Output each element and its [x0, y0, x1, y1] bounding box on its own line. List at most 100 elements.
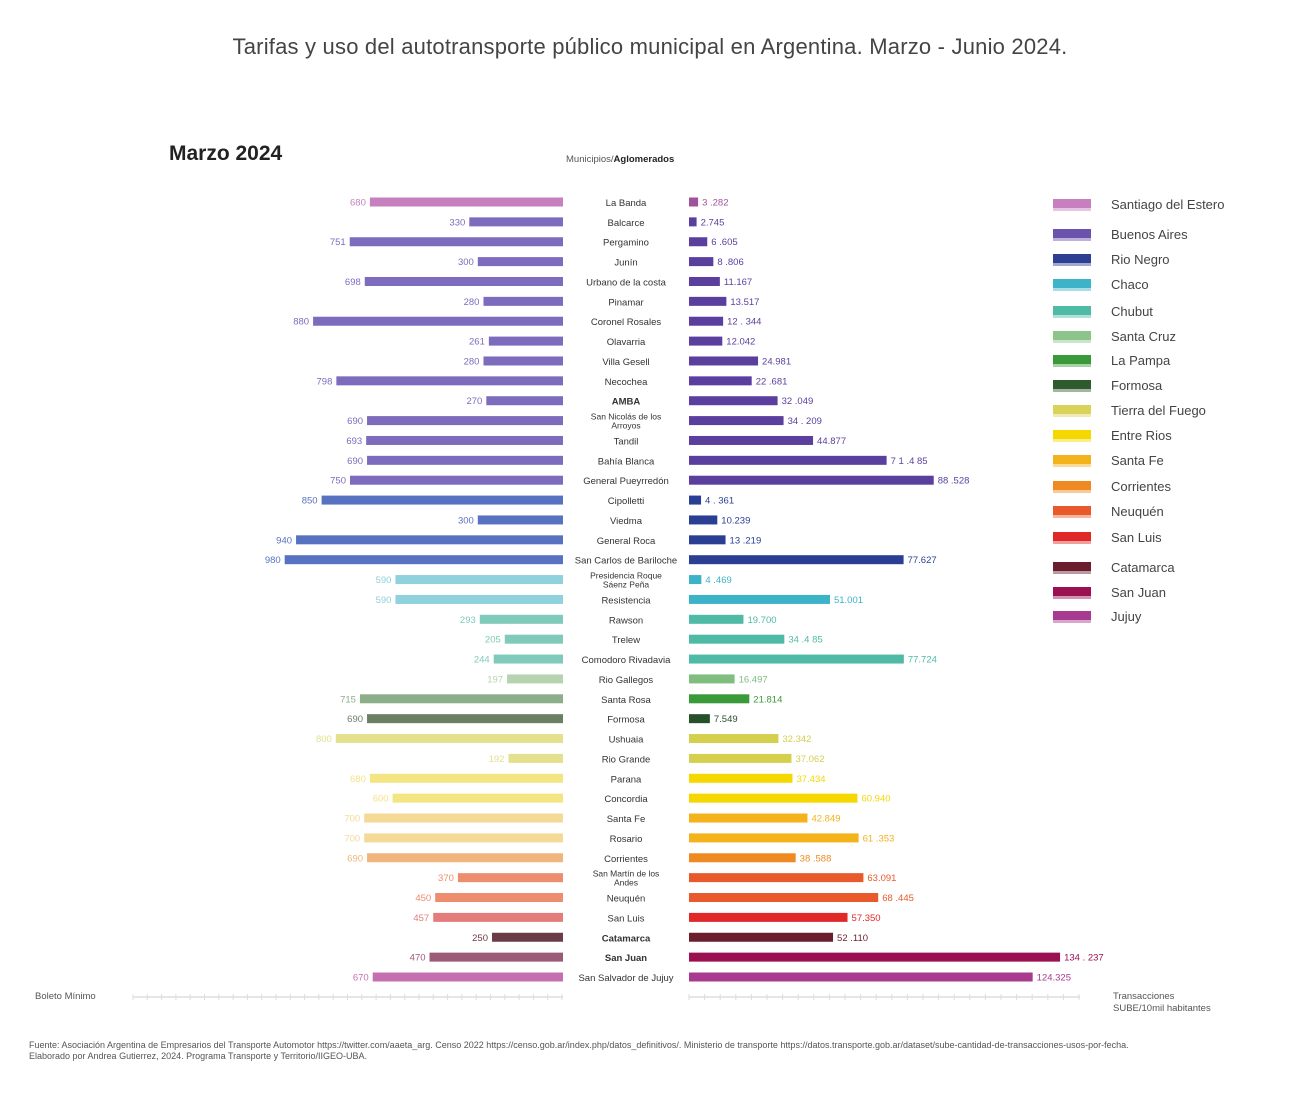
transacciones-bar: [689, 932, 834, 942]
tarifa-label: 590: [376, 595, 392, 606]
tarifa-bar: [364, 813, 563, 823]
tarifa-label: 192: [489, 754, 505, 765]
legend-item: Catamarca: [1053, 559, 1293, 579]
tarifa-bar: [469, 217, 563, 227]
tarifa-label: 715: [340, 694, 356, 705]
municipio-label: Necochea: [605, 377, 648, 388]
legend-label: Santiago del Estero: [1111, 197, 1225, 212]
municipio-label: Ushuaia: [609, 735, 645, 746]
municipio-label: Santa Rosa: [601, 695, 651, 706]
legend-swatch: [1053, 506, 1091, 518]
tarifa-label: 330: [449, 217, 465, 228]
tarifa-label: 261: [469, 337, 485, 348]
tarifa-label: 750: [330, 476, 346, 487]
transacciones-bar: [689, 217, 697, 227]
municipio-label: San Salvador de Jujuy: [578, 973, 673, 984]
transacciones-label: 11.167: [724, 277, 752, 288]
tarifa-label: 450: [415, 893, 431, 904]
transacciones-bar: [689, 873, 864, 883]
transacciones-label: 2.745: [701, 217, 725, 228]
transacciones-label: 6 .605: [711, 237, 737, 248]
tarifa-label: 690: [347, 416, 363, 427]
legend-item: La Pampa: [1053, 352, 1293, 372]
tarifa-label: 680: [350, 198, 366, 209]
tarifa-label: 800: [316, 734, 332, 745]
legend-swatch: [1053, 532, 1091, 544]
transacciones-bar: [689, 694, 750, 704]
tarifa-bar: [366, 435, 563, 445]
municipio-label: Olavarria: [607, 337, 646, 348]
municipio-label: Pinamar: [608, 297, 643, 308]
municipio-label: General Roca: [597, 536, 656, 547]
transacciones-label: 21.814: [753, 694, 782, 705]
legend-label: Corrientes: [1111, 479, 1171, 494]
tarifa-bar: [367, 455, 563, 465]
tarifa-label: 270: [466, 396, 482, 407]
tarifa-label: 205: [485, 635, 501, 646]
tarifa-label: 690: [347, 714, 363, 725]
tarifa-bar: [395, 594, 563, 604]
municipio-label: Junín: [614, 258, 637, 269]
legend-item: San Luis: [1053, 529, 1293, 549]
transacciones-label: 52 .110: [837, 933, 868, 944]
transacciones-label: 4 .469: [705, 575, 731, 586]
tarifa-label: 470: [410, 953, 426, 964]
legend-label: San Juan: [1111, 585, 1166, 600]
tarifa-bar: [504, 634, 563, 644]
transacciones-label: 44.877: [817, 436, 846, 447]
municipio-label: Coronel Rosales: [591, 317, 661, 328]
legend-label: Neuquén: [1111, 504, 1164, 519]
transacciones-label: 13 .219: [730, 535, 762, 546]
transacciones-label: 12.042: [726, 337, 755, 348]
legend-swatch: [1053, 481, 1091, 493]
legend-item: Rio Negro: [1053, 251, 1293, 271]
transacciones-label: 3 .282: [702, 198, 728, 209]
transacciones-bar: [689, 435, 814, 445]
municipio-label: Corrientes: [604, 854, 648, 865]
transacciones-label: 51.001: [834, 595, 863, 606]
right-axis-label: Transacciones SUBE/10mil habitantes: [1113, 991, 1263, 1015]
tarifa-label: 370: [438, 873, 454, 884]
source-line1: Fuente: Asociación Argentina de Empresar…: [29, 1040, 1129, 1050]
left-axis-label: Boleto Mínimo: [35, 991, 96, 1002]
tarifa-bar: [372, 972, 563, 982]
transacciones-bar: [689, 833, 859, 843]
transacciones-label: 12 . 344: [727, 317, 761, 328]
tarifa-label: 698: [345, 277, 361, 288]
municipio-label: San Nicolás de los Arroyos: [591, 412, 661, 431]
municipio-label: Rosario: [610, 834, 643, 845]
transacciones-label: 38 .588: [800, 853, 832, 864]
tarifa-bar: [457, 873, 563, 883]
legend-swatch: [1053, 355, 1091, 367]
tarifa-bar: [433, 912, 563, 922]
transacciones-bar: [689, 376, 752, 386]
transacciones-bar: [689, 734, 779, 744]
tarifa-label: 693: [346, 436, 362, 447]
legend-label: Rio Negro: [1111, 252, 1170, 267]
transacciones-label: 60.940: [861, 794, 890, 805]
municipio-label: Concordia: [604, 794, 648, 805]
municipio-label: Formosa: [607, 715, 645, 726]
tarifa-bar: [313, 316, 563, 326]
tarifa-label: 850: [302, 496, 318, 507]
tarifa-bar: [284, 555, 563, 565]
legend-item: Corrientes: [1053, 478, 1293, 498]
legend-swatch: [1053, 380, 1091, 392]
tarifa-label: 600: [373, 794, 389, 805]
transacciones-label: 16.497: [739, 674, 768, 685]
municipio-label: San Luis: [608, 913, 645, 924]
transacciones-bar: [689, 276, 720, 286]
transacciones-bar: [689, 515, 718, 525]
legend-item: Jujuy: [1053, 608, 1293, 628]
transacciones-bar: [689, 634, 785, 644]
legend-item: Chubut: [1053, 303, 1293, 323]
transacciones-label: 32 .049: [782, 396, 814, 407]
legend-item: Santa Cruz: [1053, 328, 1293, 348]
municipio-label: Cipolletti: [608, 496, 644, 507]
transacciones-bar: [689, 654, 904, 664]
legend-swatch: [1053, 405, 1091, 417]
municipio-label: Viedma: [610, 516, 643, 527]
transacciones-label: 88 .528: [938, 476, 970, 487]
transacciones-bar: [689, 455, 887, 465]
tarifa-bar: [392, 793, 563, 803]
